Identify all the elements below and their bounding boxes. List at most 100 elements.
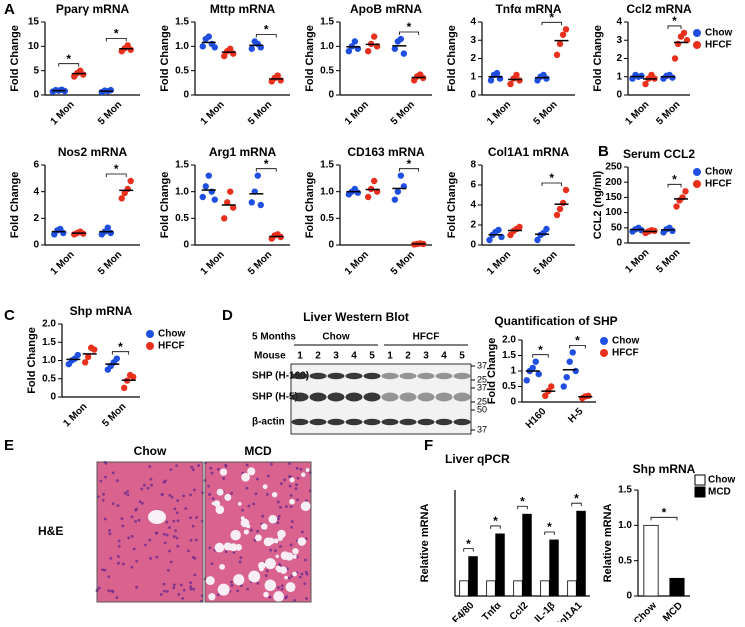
y-tick-label: 50	[611, 222, 623, 233]
nucleus	[295, 466, 299, 470]
y-tick-label: 1.0	[320, 41, 334, 52]
x-tick-label: MCD	[661, 600, 685, 622]
nucleus	[142, 483, 146, 487]
significance-bracket	[105, 37, 127, 42]
nucleus	[192, 587, 196, 591]
nucleus	[256, 477, 259, 481]
data-point	[351, 38, 359, 45]
bar	[567, 580, 577, 597]
nucleus	[268, 595, 272, 599]
data-point	[364, 48, 372, 55]
nucleus	[176, 544, 180, 548]
nucleus	[247, 504, 251, 508]
nucleus	[189, 493, 192, 497]
nucleus	[155, 555, 159, 559]
y-axis-label: Fold Change	[159, 172, 171, 239]
bar	[495, 533, 505, 597]
blot-band	[345, 372, 363, 380]
nucleus	[126, 490, 130, 493]
data-point	[391, 45, 399, 52]
lipid-droplet	[233, 574, 245, 586]
y-tick-label: 0	[328, 90, 334, 101]
nucleus	[134, 508, 138, 512]
nucleus	[279, 482, 283, 486]
data-point	[370, 33, 378, 40]
data-point	[560, 383, 567, 390]
lipid-droplet	[289, 477, 295, 483]
data-point	[84, 353, 92, 361]
nucleus	[117, 561, 120, 565]
lipid-droplet	[271, 491, 278, 498]
y-tick-label: 0	[470, 90, 476, 101]
y-tick-label: 0	[50, 392, 56, 403]
blot-band	[399, 372, 417, 380]
nucleus	[135, 585, 139, 589]
chart-title: Tnfα mRNA	[495, 2, 561, 16]
nucleus	[121, 562, 125, 566]
lipid-droplet	[208, 593, 216, 601]
significance-label: *	[575, 334, 580, 348]
y-tick-label: 0	[33, 90, 39, 101]
y-tick-label: 1.5	[175, 160, 189, 171]
significance-label: *	[407, 157, 412, 171]
blot-lane: 3	[333, 351, 339, 362]
blot-band	[435, 392, 453, 402]
lipid-droplet	[215, 505, 225, 515]
x-tick-label: 1 Mon	[485, 249, 513, 277]
nucleus	[115, 596, 119, 600]
nucleus	[197, 464, 201, 467]
y-tick-label: 0	[183, 90, 189, 101]
y-tick-label: 100	[605, 207, 622, 218]
nucleus	[120, 517, 124, 521]
nucleus	[108, 532, 112, 536]
nucleus	[99, 479, 103, 483]
nucleus	[117, 539, 121, 543]
y-tick-label: 0	[183, 240, 189, 251]
panel-letter: F	[424, 437, 433, 454]
data-point	[227, 188, 234, 195]
significance-bracket	[541, 182, 562, 186]
blot-band	[435, 418, 453, 426]
nucleus	[290, 525, 293, 529]
nucleus	[208, 546, 212, 550]
nucleus	[189, 587, 193, 591]
histology-image	[97, 462, 203, 602]
blot-period: 5 Months	[252, 332, 296, 343]
data-point	[364, 193, 372, 201]
data-point	[211, 196, 218, 203]
significance-bracket	[105, 173, 127, 177]
panel-letter: B	[598, 143, 609, 160]
y-tick-label: 2	[33, 213, 39, 224]
data-point	[556, 205, 564, 213]
blot-band	[327, 392, 345, 402]
significance-bracket	[544, 531, 555, 535]
y-tick-label: 10	[28, 41, 40, 52]
y-tick-label: 6	[470, 180, 476, 191]
nucleus	[165, 533, 169, 537]
lipid-droplet	[262, 484, 268, 490]
blot-band	[363, 372, 381, 380]
y-axis-label: CCL2 (ng/ml)	[592, 170, 604, 239]
nucleus	[107, 589, 111, 593]
nucleus	[155, 531, 158, 535]
blot-marker: 50	[477, 404, 487, 414]
nucleus	[265, 569, 269, 573]
significance-bracket	[58, 63, 80, 67]
legend-label: Chow	[708, 475, 735, 486]
nucleus	[149, 557, 152, 560]
nucleus	[130, 515, 134, 519]
nucleus	[102, 492, 105, 496]
nucleus	[173, 507, 177, 511]
data-point	[516, 77, 523, 84]
lipid-droplet	[277, 529, 286, 539]
lipid-droplet	[254, 534, 262, 542]
significance-label: *	[538, 343, 543, 357]
significance-bracket	[398, 31, 420, 36]
nucleus	[293, 598, 296, 602]
chart-title: Liver qPCR	[445, 452, 510, 466]
blot-band	[417, 392, 435, 402]
nucleus	[163, 541, 167, 545]
x-tick-label: H160	[524, 406, 549, 431]
significance-bracket	[650, 516, 678, 521]
legend-marker	[693, 168, 701, 176]
